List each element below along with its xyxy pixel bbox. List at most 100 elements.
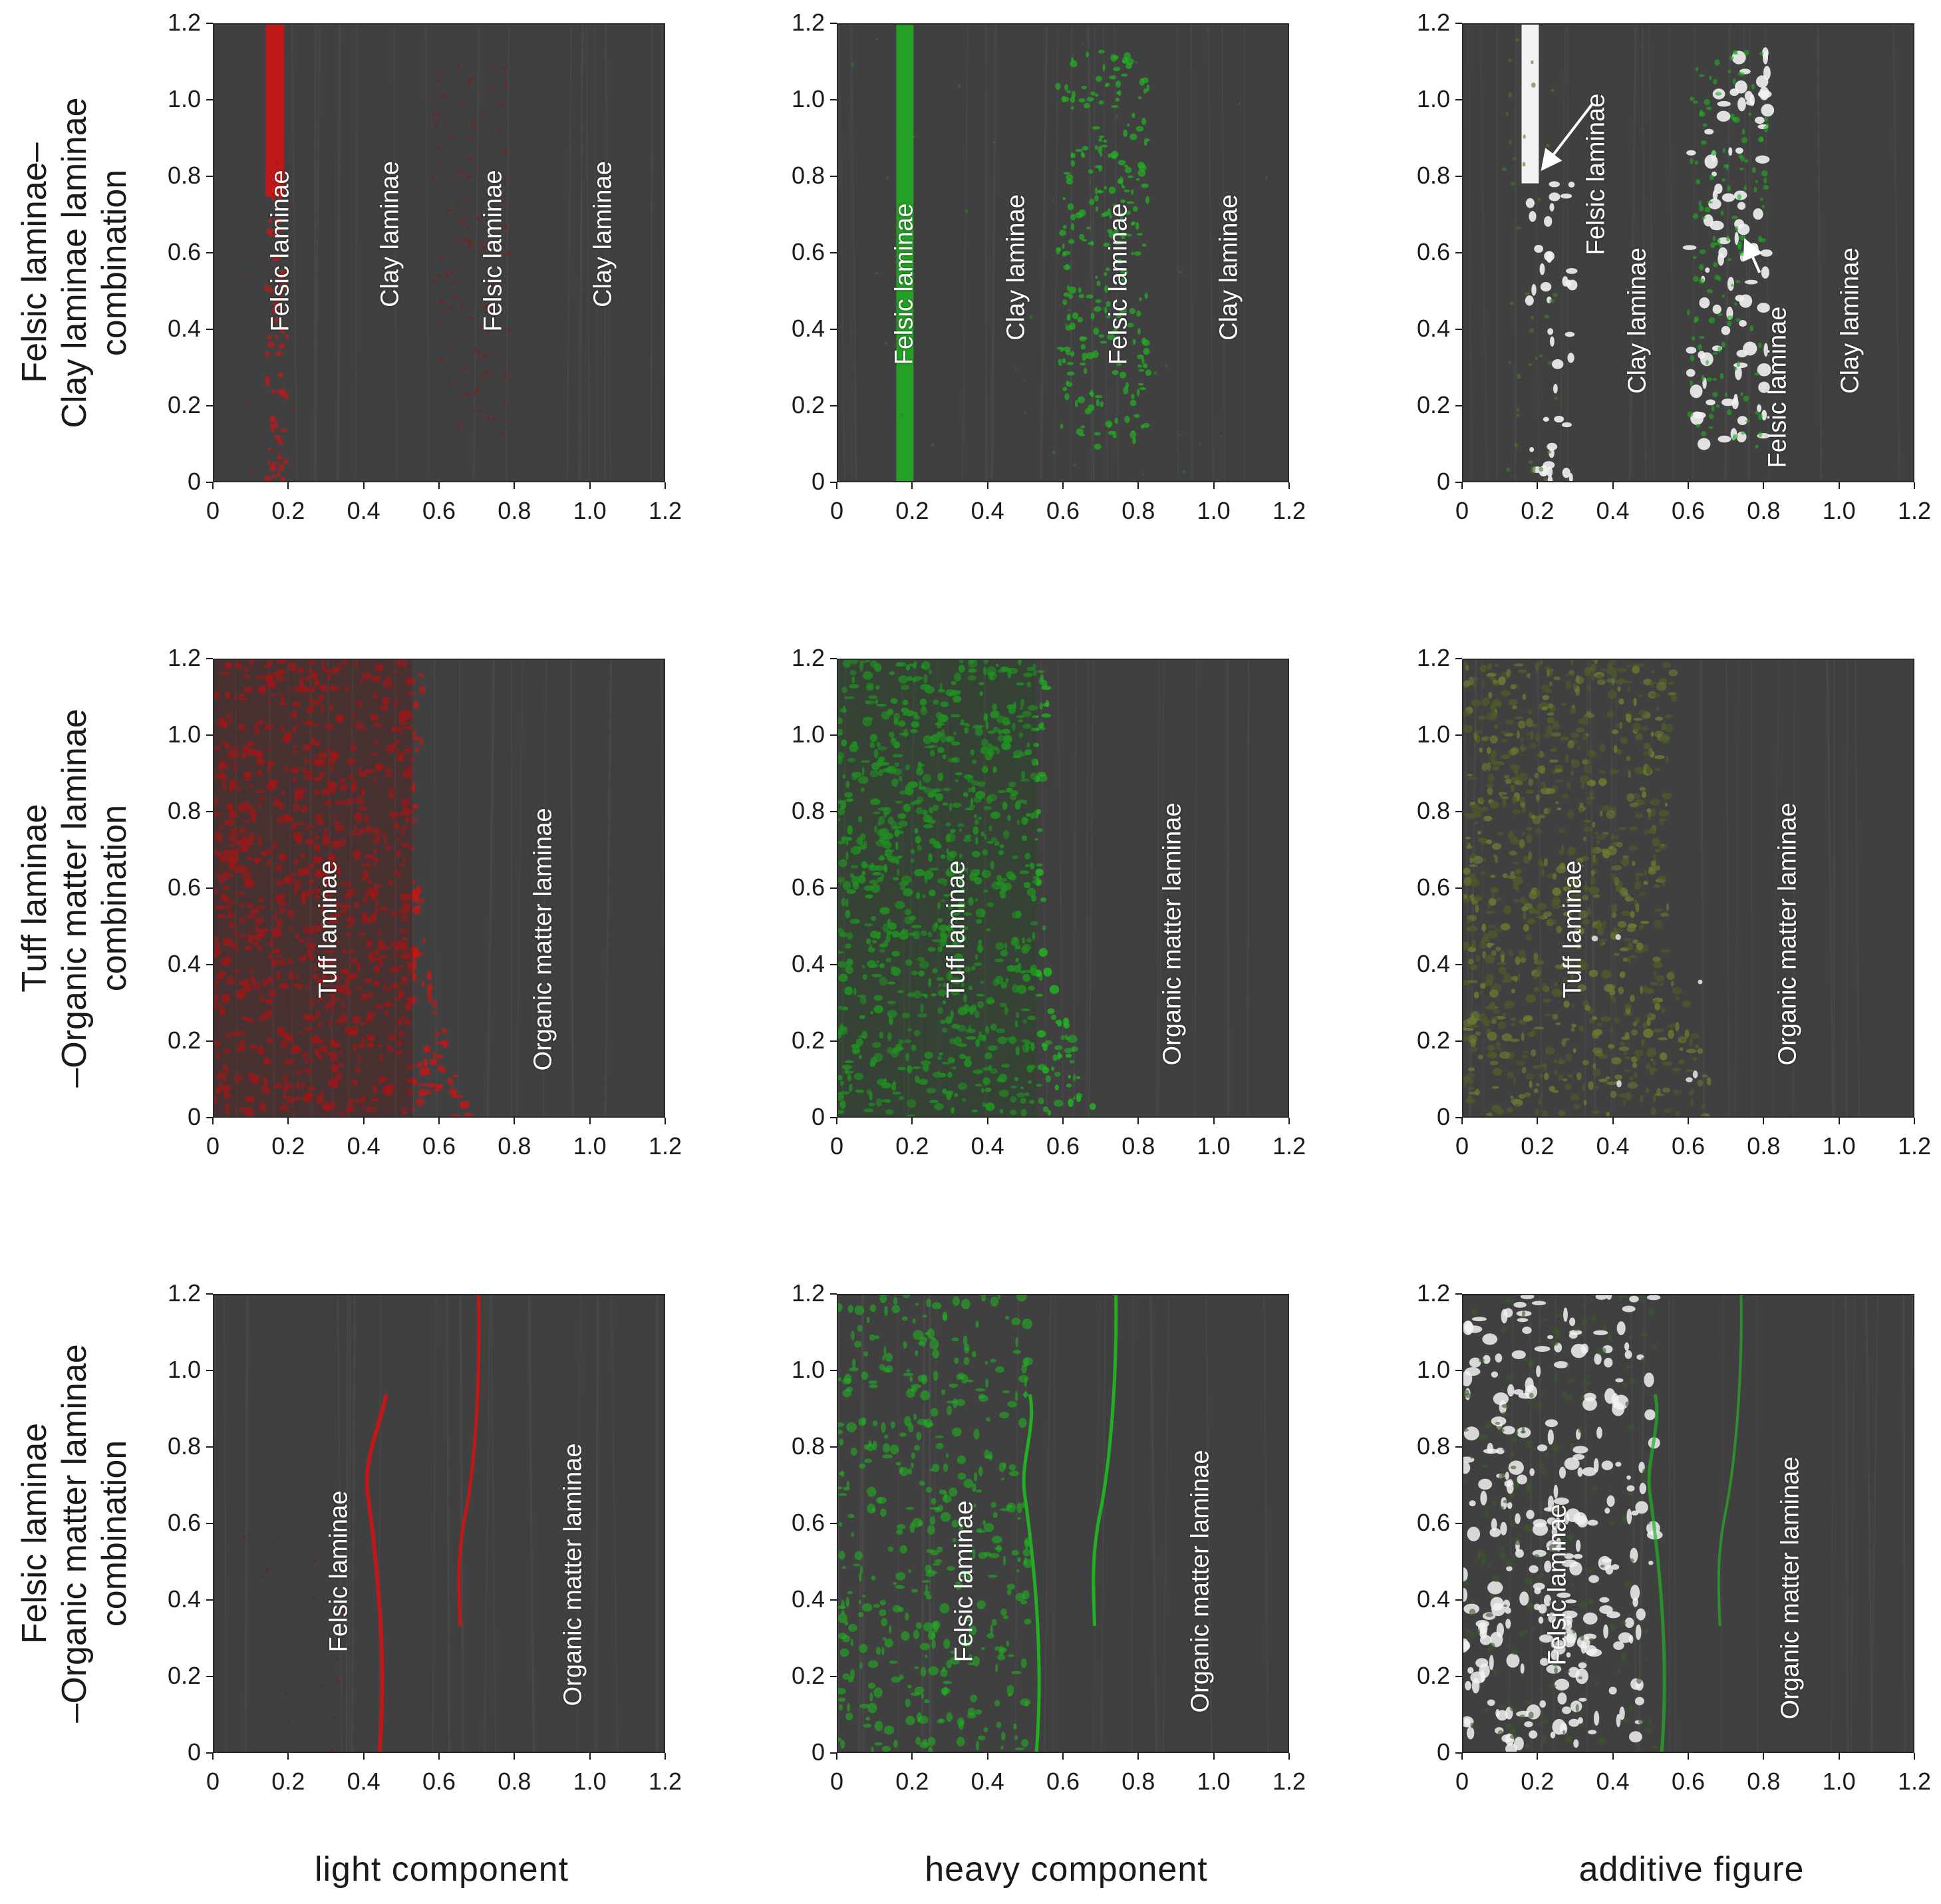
x-tick-label: 0.4 (347, 1132, 380, 1160)
y-tick-label: 0.8 (791, 1432, 825, 1460)
y-tick-mark (830, 1040, 837, 1042)
panel-label: Organic matter laminae (1773, 802, 1802, 1066)
y-tick-mark (206, 1293, 213, 1295)
x-tick-mark (1688, 482, 1689, 489)
y-tick-label: 0.8 (1416, 1432, 1450, 1460)
micrograph-texture (214, 1295, 659, 1752)
y-tick-mark (206, 252, 213, 253)
row-label-2: Tuff laminae –Organic matter laminae com… (15, 709, 134, 1088)
x-tick-label: 0.6 (422, 1768, 456, 1795)
y-tick-mark (1455, 1599, 1462, 1601)
x-tick-mark (438, 482, 440, 489)
panel-felsic-organic-light: Felsic laminae Organic matter laminae (213, 1294, 665, 1753)
x-tick-mark (1288, 1118, 1290, 1124)
y-tick-label: 1.2 (791, 1279, 825, 1307)
x-tick-mark (1537, 1753, 1539, 1760)
y-tick-label: 0.2 (167, 1027, 201, 1054)
y-tick-mark (1455, 1117, 1462, 1118)
y-tick-mark (830, 964, 837, 965)
x-tick-mark (1612, 1753, 1614, 1760)
x-tick-mark (1461, 1118, 1463, 1124)
y-tick-mark (206, 329, 213, 330)
y-tick-mark (830, 252, 837, 253)
x-tick-mark (212, 1118, 214, 1124)
x-tick-label: 0.4 (1596, 1132, 1630, 1160)
y-tick-mark (206, 176, 213, 177)
x-tick-mark (1137, 1753, 1139, 1760)
y-tick-label: 0.4 (791, 315, 825, 342)
x-tick-mark (836, 1118, 837, 1124)
x-tick-label: 0 (829, 1768, 844, 1795)
y-tick-label: 0.8 (167, 797, 201, 824)
x-tick-label: 0.2 (271, 1132, 305, 1160)
x-tick-label: 0.6 (1671, 497, 1706, 524)
x-tick-label: 0.8 (1747, 497, 1781, 524)
panel-label: Organic matter laminae (1186, 1450, 1215, 1713)
x-tick-mark (1062, 482, 1064, 489)
x-tick-mark (1288, 1753, 1290, 1760)
column-label-heavy: heavy component (925, 1850, 1208, 1889)
y-tick-mark (206, 811, 213, 812)
y-tick-label: 1.0 (1416, 720, 1450, 748)
x-tick-label: 1.0 (573, 497, 607, 524)
x-tick-mark (911, 1753, 913, 1760)
y-tick-label: 0 (1436, 1103, 1450, 1130)
y-tick-label: 0 (811, 1103, 825, 1130)
y-tick-label: 1.0 (791, 720, 825, 748)
panel-felsic-organic-heavy: Felsic laminae Organic matter laminae (837, 1294, 1289, 1753)
x-tick-mark (1461, 1753, 1463, 1760)
row-label-3: Felsic laminae –Organic matter laminae c… (15, 1344, 134, 1723)
x-tick-label: 0.6 (1046, 497, 1080, 524)
y-tick-label: 0.8 (791, 797, 825, 824)
x-tick-mark (1537, 482, 1539, 489)
y-tick-label: 0.6 (1416, 873, 1450, 901)
x-tick-mark (1612, 1118, 1614, 1124)
x-tick-mark (514, 1118, 516, 1124)
y-tick-label: 0 (1436, 1738, 1450, 1766)
y-tick-mark (1455, 1040, 1462, 1042)
panel-label: Clay laminae (1215, 194, 1243, 341)
y-tick-mark (830, 176, 837, 177)
y-tick-mark (830, 482, 837, 483)
x-tick-label: 0.6 (422, 1132, 456, 1160)
y-tick-mark (1455, 329, 1462, 330)
x-tick-mark (665, 1753, 666, 1760)
y-tick-label: 0.6 (791, 238, 825, 265)
x-tick-mark (1288, 482, 1290, 489)
pointer-arrows (1541, 103, 1763, 273)
panel-label: Organic matter laminae (1776, 1456, 1805, 1720)
y-tick-label: 0.4 (167, 950, 201, 977)
x-tick-label: 0.2 (895, 497, 929, 524)
panel-label: Felsic laminae (266, 170, 295, 332)
x-tick-label: 0.4 (1596, 497, 1630, 524)
y-tick-mark (830, 1370, 837, 1371)
y-tick-mark (206, 405, 213, 406)
micrograph-texture (214, 660, 664, 1116)
panel-tuff-organic-heavy: Tuff laminae Organic matter laminae (837, 659, 1289, 1118)
panel-felsic-clay-heavy: Felsic laminae Clay laminae Felsic lamin… (837, 23, 1289, 482)
y-tick-mark (1455, 964, 1462, 965)
x-tick-label: 1.0 (1822, 497, 1856, 524)
x-tick-mark (363, 1118, 365, 1124)
y-tick-label: 0.6 (167, 1509, 201, 1536)
panel-label: Felsic laminae (1104, 203, 1133, 365)
y-tick-mark (1455, 99, 1462, 100)
y-tick-mark (1455, 176, 1462, 177)
y-tick-label: 1.0 (1416, 85, 1450, 112)
y-tick-label: 0.8 (791, 162, 825, 189)
y-tick-label: 0.8 (167, 162, 201, 189)
panel-label: Clay laminae (1002, 194, 1030, 341)
y-tick-label: 1.2 (791, 644, 825, 671)
y-tick-mark (1455, 1676, 1462, 1677)
x-tick-label: 0.2 (271, 1768, 305, 1795)
panel-felsic-clay-light: Felsic laminae Clay laminae Felsic lamin… (213, 23, 665, 482)
y-tick-mark (1455, 734, 1462, 736)
x-tick-mark (1838, 1753, 1840, 1760)
x-tick-label: 0.8 (498, 1768, 531, 1795)
x-tick-label: 0.8 (1121, 1768, 1155, 1795)
column-label-light: light component (314, 1850, 569, 1889)
y-tick-label: 1.0 (167, 1356, 201, 1383)
x-tick-mark (363, 482, 365, 489)
x-tick-label: 1.2 (1897, 497, 1932, 524)
x-tick-label: 0 (829, 1132, 844, 1160)
